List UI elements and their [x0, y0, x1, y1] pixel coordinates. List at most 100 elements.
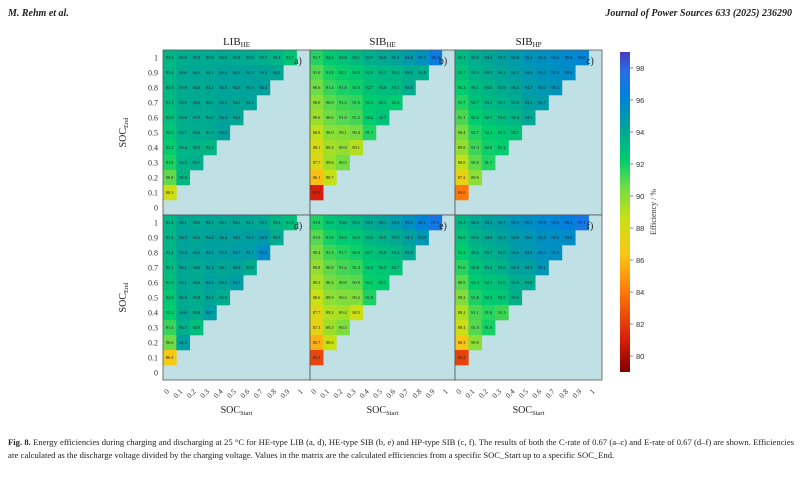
cell-value-label: 93.9 [233, 55, 241, 60]
x-tick-label: 0.4 [212, 387, 225, 400]
heatmap-cell [229, 95, 244, 111]
colorbar-tick-label: 86 [636, 256, 644, 265]
cell-value-label: 94.2 [233, 100, 241, 105]
cell-value-label: 88.6 [326, 340, 334, 345]
cell-value-label: 93.1 [352, 55, 360, 60]
cell-value-label: 94.0 [206, 115, 214, 120]
heatmap-cell [349, 290, 364, 306]
heatmap-cell [481, 110, 496, 126]
heatmap-cell [481, 155, 496, 171]
heatmap-cell [455, 50, 469, 66]
heatmap-cell [163, 245, 177, 261]
cell-value-label: 95.5 [551, 235, 559, 240]
cell-value-label: 92.7 [286, 55, 294, 60]
heatmap-cell [535, 95, 549, 111]
heatmap-cell [349, 245, 364, 261]
cell-value-label: 91.8 [471, 295, 479, 300]
heatmap-cell [229, 65, 244, 81]
cell-value-label: 91.4 [166, 325, 174, 330]
cell-value-label: 91.1 [471, 310, 479, 315]
cell-value-label: 92.1 [366, 280, 374, 285]
cell-value-label: 93.7 [366, 55, 374, 60]
cell-value-label: 93.5 [193, 145, 201, 150]
heatmap-cell [203, 305, 217, 321]
cell-value-label: 92.2 [366, 115, 374, 120]
heatmap-cell [468, 230, 483, 246]
cell-value-label: 87.7 [313, 310, 321, 315]
cell-value-label: 92.7 [366, 250, 374, 255]
cell-value-label: 90.6 [313, 85, 321, 90]
colorbar-tick-label: 90 [636, 192, 644, 201]
cell-value-label: 94.7 [525, 85, 533, 90]
heatmap-cell [362, 125, 377, 141]
cell-value-label: 93.7 [179, 325, 187, 330]
heatmap-cell [189, 155, 204, 171]
cell-value-label: 92.6 [326, 220, 334, 225]
heatmap-cell [389, 215, 403, 231]
heatmap-cell [468, 95, 483, 111]
heatmap-cell [362, 95, 377, 111]
heatmap-cell [561, 215, 576, 231]
cell-value-label: 92.5 [352, 235, 360, 240]
x-tick-label: 0.2 [477, 387, 490, 400]
cell-value-label: 94.8 [392, 220, 400, 225]
heatmap-cell [310, 350, 324, 366]
heatmap-cell [323, 275, 337, 291]
panel-label-a: a) [294, 56, 302, 67]
heatmap-cell [323, 305, 337, 321]
heatmap-cell [375, 110, 390, 126]
heatmap-cell [256, 230, 271, 246]
heatmap-cell [349, 275, 364, 291]
y-tick-label: 0.6 [148, 279, 158, 288]
heatmap-cell [176, 245, 191, 261]
cell-value-label: 93.4 [511, 115, 519, 120]
heatmap-cell [163, 185, 177, 201]
heatmap-cell [389, 95, 403, 111]
heatmap-cell [323, 140, 337, 156]
heatmap-cell [362, 215, 377, 231]
heatmap-cell [349, 125, 364, 141]
cell-value-label: 92.8 [339, 55, 347, 60]
heatmap-cell [203, 245, 217, 261]
heatmap-cell [415, 215, 429, 231]
heatmap-cell [468, 335, 483, 351]
panel-label-b: b) [439, 56, 447, 67]
heatmap-cell [455, 230, 469, 246]
heatmap-cell [323, 155, 337, 171]
cell-value-label: 93.0 [498, 280, 506, 285]
heatmap-cell [375, 50, 390, 66]
y-tick-label: 0.4 [148, 309, 158, 318]
cell-value-label: 94.0 [498, 250, 506, 255]
heatmap-cell [323, 335, 337, 351]
cell-value-label: 91.3 [339, 100, 347, 105]
heatmap-cell [176, 95, 191, 111]
heatmap-cell [481, 230, 496, 246]
cell-value-label: 92.7 [366, 85, 374, 90]
cell-value-label: 92.5 [498, 295, 506, 300]
heatmap-cell [256, 65, 271, 81]
cell-value-label: 93.6 [511, 295, 519, 300]
cell-value-label: 92.3 [339, 235, 347, 240]
cell-value-label: 94.8 [259, 235, 267, 240]
heatmap-cell [468, 290, 483, 306]
heatmap-cell [508, 215, 523, 231]
y-tick-label: 0.2 [148, 339, 158, 348]
x-tick-label: 1 [296, 387, 305, 396]
cell-value-label: 90.0 [326, 130, 334, 135]
x-tick-label: 0.3 [198, 387, 211, 400]
cell-value-label: 94.3 [246, 85, 254, 90]
heatmap-cell [521, 215, 536, 231]
heatmap-cell [203, 95, 217, 111]
heatmap-cell [535, 260, 549, 276]
heatmap-cell [310, 215, 324, 231]
heatmap-cell [323, 50, 337, 66]
cell-value-label: 93.8 [179, 115, 187, 120]
cell-value-label: 93.0 [379, 250, 387, 255]
cell-value-label: 90.4 [326, 280, 334, 285]
heatmap-cell [189, 260, 204, 276]
colorbar-label: Efficiency / % [649, 189, 658, 235]
heatmap-cell [428, 50, 443, 66]
heatmap-cell [229, 215, 244, 231]
y-tick-label: 0.9 [148, 234, 158, 243]
colorbar-tick-label: 84 [636, 288, 644, 297]
